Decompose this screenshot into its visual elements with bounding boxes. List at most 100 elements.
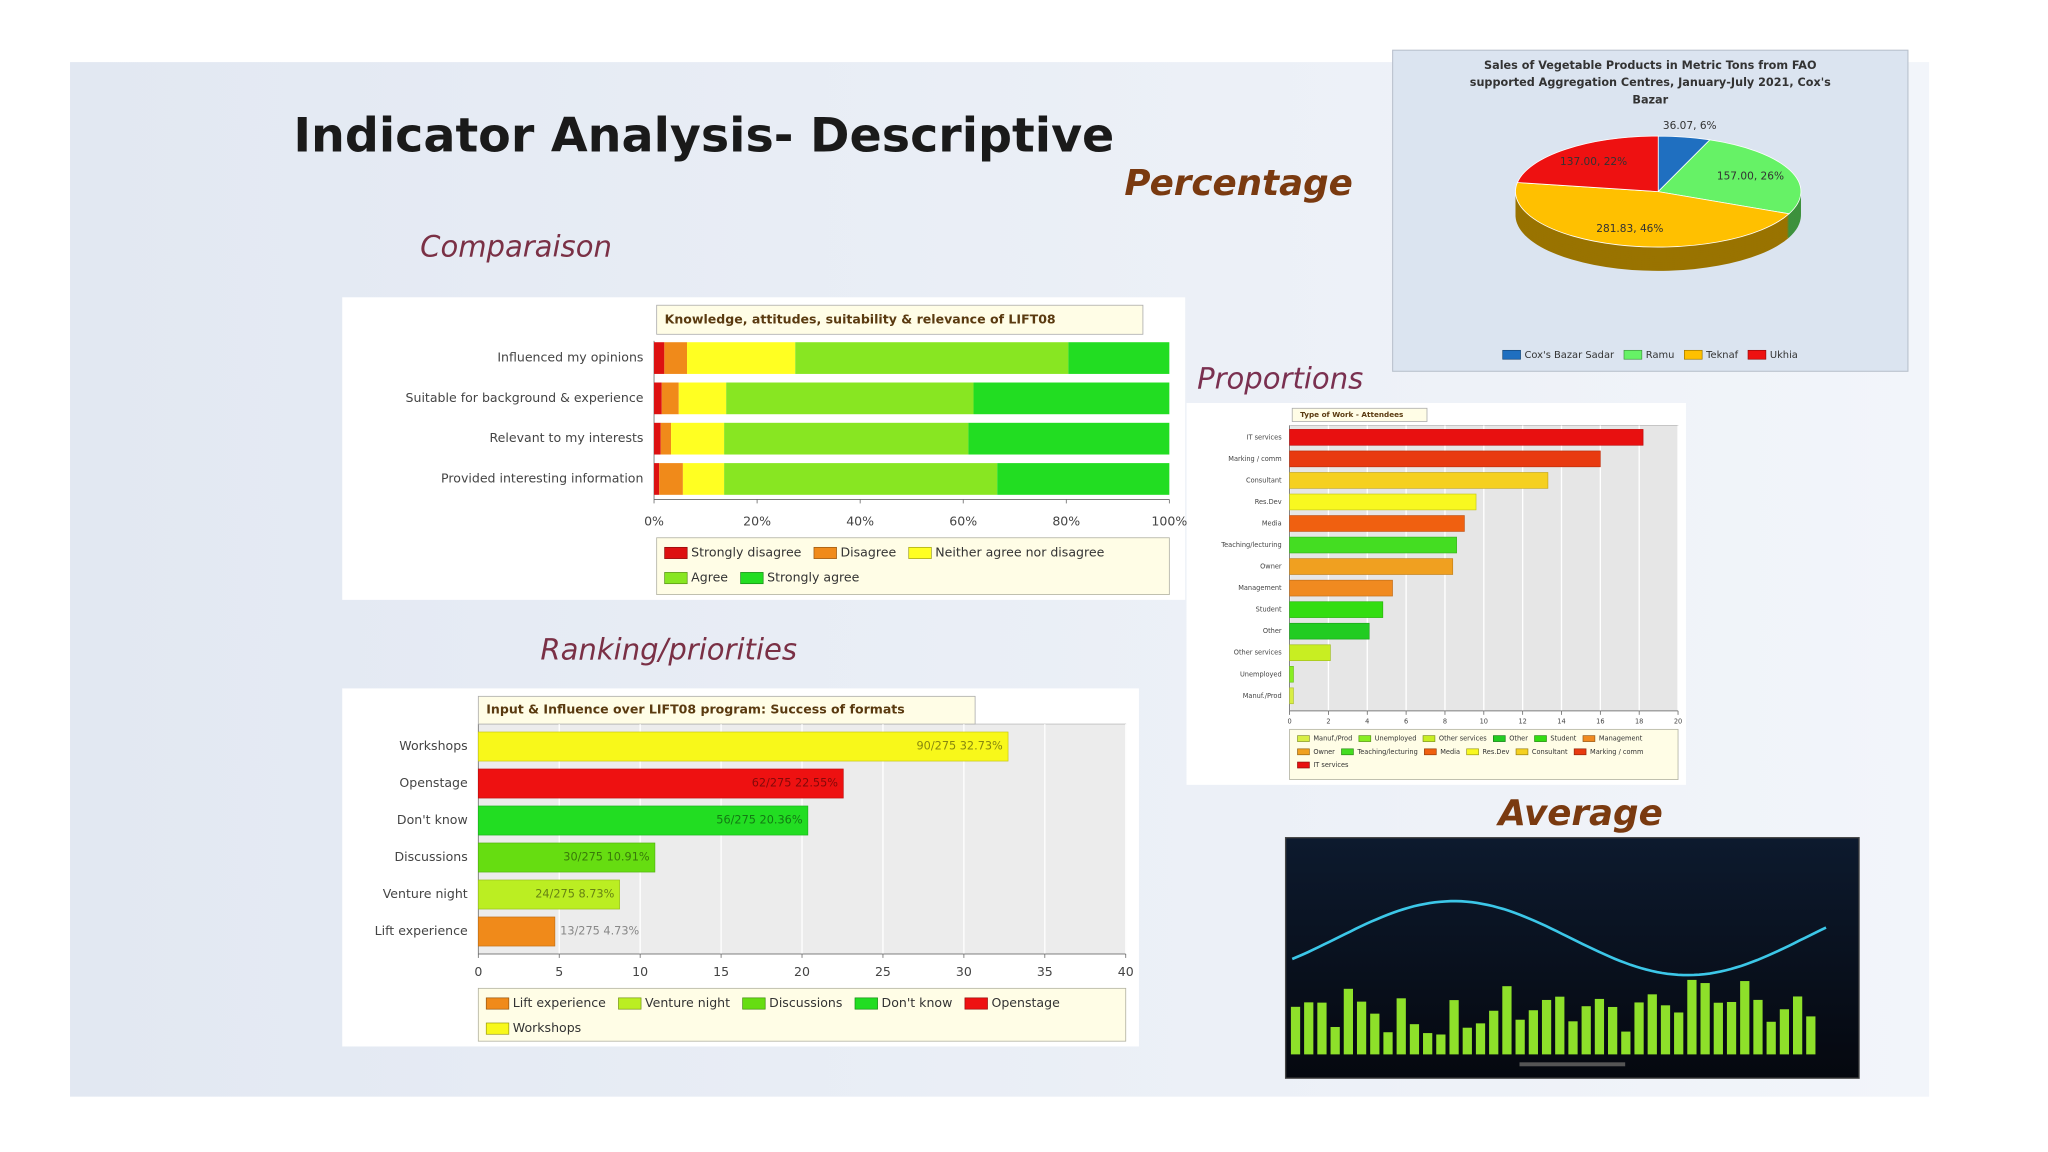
y-tick-label: Suitable for background & experience	[406, 390, 644, 405]
title-box	[656, 304, 1144, 335]
legend-label: Don't know	[882, 995, 953, 1010]
y-tick-label: Relevant to my interests	[490, 430, 644, 445]
legend-label: Strongly disagree	[691, 544, 802, 559]
bar	[1289, 579, 1393, 597]
decor-bar	[1330, 1026, 1340, 1055]
bar	[1289, 622, 1370, 640]
pie-slice	[1657, 139, 1802, 215]
slide-title: Indicator Analysis- Descriptive	[293, 109, 1114, 164]
x-tick-label: 60%	[949, 513, 977, 528]
y-tick-label: Lift experience	[375, 923, 468, 938]
data-label: 24/275 8.73%	[535, 888, 614, 901]
bar	[1289, 429, 1644, 446]
bar-segment	[654, 382, 662, 415]
bar	[1289, 450, 1601, 468]
decor-bar	[1674, 1012, 1684, 1055]
legend-label: Teknaf	[1705, 350, 1739, 361]
data-label: 30/275 10.91%	[563, 851, 650, 864]
y-tick-label: Unemployed	[1240, 670, 1282, 678]
y-tick-label: Marking / comm	[1228, 455, 1281, 463]
legend-label: Owner	[1313, 748, 1335, 756]
legend-label: Neither agree nor disagree	[935, 544, 1104, 559]
x-tick-label: 80%	[1052, 513, 1080, 528]
x-tick-label: 10	[1480, 717, 1488, 725]
bar-segment	[1068, 342, 1170, 374]
legend-label: Unemployed	[1375, 735, 1417, 743]
bar	[477, 842, 656, 873]
bar-segment	[724, 422, 969, 455]
bar	[1289, 536, 1457, 554]
bar-segment	[795, 342, 1069, 374]
x-tick-label: 2	[1326, 717, 1330, 725]
legend-label: Media	[1440, 748, 1460, 756]
legend-label: Openstage	[991, 995, 1060, 1010]
legend-label: Agree	[691, 570, 728, 585]
x-tick-label: 100%	[1151, 513, 1187, 528]
bar-segment	[661, 382, 679, 415]
legend-label: Strongly agree	[767, 570, 860, 585]
decor-bar	[1489, 1010, 1499, 1055]
legend-swatch	[908, 546, 932, 559]
decor-bar	[1528, 1010, 1538, 1055]
bar-segment	[671, 422, 725, 455]
y-tick-label: Owner	[1260, 563, 1282, 571]
bar-segment	[654, 463, 660, 495]
legend-swatch	[1424, 748, 1437, 756]
section-label: Average	[1495, 793, 1662, 834]
bar-segment	[724, 463, 998, 495]
legend-label: Management	[1599, 735, 1643, 743]
decor-bar	[1304, 1002, 1314, 1055]
decor-bar	[1343, 988, 1354, 1055]
legend-swatch	[740, 572, 764, 585]
legend-label: Other	[1509, 735, 1528, 743]
bar	[477, 916, 556, 947]
decor-bar	[1581, 1006, 1591, 1055]
bar	[477, 879, 620, 910]
x-tick-label: 5	[555, 964, 563, 979]
decor-bar	[1317, 1002, 1327, 1055]
decor-bar	[1740, 981, 1750, 1055]
y-tick-label: Workshops	[399, 738, 467, 753]
bar	[1289, 601, 1384, 618]
y-tick-label: Venture night	[383, 886, 468, 901]
legend-swatch	[1573, 748, 1587, 756]
legend-swatch	[1493, 735, 1506, 742]
decor-bar	[1356, 1001, 1367, 1055]
legend-box	[477, 987, 1127, 1042]
decor-bar	[1449, 1000, 1459, 1055]
chart-title: Type of Work - Attendees	[1300, 410, 1403, 419]
bar-segment	[968, 422, 1170, 455]
bar-segment	[664, 342, 688, 374]
legend-swatch	[1623, 349, 1643, 360]
legend-swatch	[618, 997, 642, 1010]
y-tick-label: Influenced my opinions	[497, 350, 643, 365]
x-tick-label: 4	[1365, 717, 1369, 725]
decor-bar	[1475, 1023, 1486, 1055]
bar-segment	[687, 342, 796, 374]
legend-swatch	[664, 546, 688, 559]
decor-bar	[1713, 1002, 1723, 1055]
y-tick-label: Res.Dev	[1255, 498, 1282, 506]
data-label: 62/275 22.55%	[752, 777, 839, 790]
decor-bar	[1726, 1001, 1737, 1055]
decor-bar	[1806, 1016, 1816, 1055]
section-label: Proportions	[1197, 362, 1363, 396]
bar	[1289, 472, 1549, 489]
y-tick-label: Student	[1256, 606, 1282, 614]
decor-scrollbar	[1519, 1062, 1626, 1067]
legend-swatch	[1582, 735, 1596, 742]
decor-bar	[1608, 1006, 1618, 1055]
bar-segment	[678, 382, 727, 415]
x-tick-label: 18	[1635, 717, 1643, 725]
bar	[1289, 644, 1331, 661]
legend-label: Cox's Bazar Sadar	[1525, 350, 1616, 361]
legend-swatch	[485, 997, 510, 1010]
decor-bar	[1753, 999, 1763, 1055]
legend-swatch	[742, 997, 766, 1010]
decor-bar	[1621, 1031, 1631, 1055]
legend-label: Discussions	[769, 995, 842, 1010]
bar	[1289, 558, 1454, 575]
x-tick-label: 0%	[644, 513, 664, 528]
bar-segment	[973, 382, 1170, 415]
y-tick-label: Teaching/lecturing	[1220, 541, 1281, 549]
